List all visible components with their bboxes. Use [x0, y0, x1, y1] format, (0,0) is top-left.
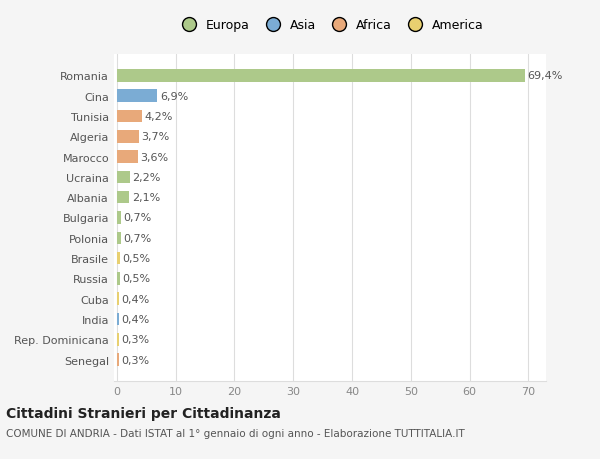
Text: 0,5%: 0,5% — [122, 253, 151, 263]
Bar — [117, 171, 130, 184]
Text: 3,6%: 3,6% — [140, 152, 169, 162]
Bar — [117, 313, 119, 325]
Bar — [117, 111, 142, 123]
Bar — [117, 191, 129, 204]
Bar — [117, 212, 121, 224]
Bar — [117, 151, 138, 163]
Text: Cittadini Stranieri per Cittadinanza: Cittadini Stranieri per Cittadinanza — [6, 406, 281, 420]
Text: 0,4%: 0,4% — [122, 314, 150, 325]
Bar — [117, 333, 119, 346]
Text: 0,3%: 0,3% — [121, 335, 149, 345]
Bar — [117, 353, 119, 366]
Text: 69,4%: 69,4% — [527, 71, 563, 81]
Legend: Europa, Asia, Africa, America: Europa, Asia, Africa, America — [176, 19, 484, 32]
Text: 0,7%: 0,7% — [124, 233, 152, 243]
Bar — [117, 273, 120, 285]
Text: 4,2%: 4,2% — [144, 112, 172, 122]
Bar — [117, 252, 120, 265]
Text: 2,2%: 2,2% — [132, 173, 161, 183]
Bar — [117, 293, 119, 305]
Bar — [117, 90, 157, 103]
Text: 2,1%: 2,1% — [131, 193, 160, 203]
Bar — [117, 232, 121, 245]
Text: 0,4%: 0,4% — [122, 294, 150, 304]
Text: 3,7%: 3,7% — [141, 132, 169, 142]
Text: COMUNE DI ANDRIA - Dati ISTAT al 1° gennaio di ogni anno - Elaborazione TUTTITAL: COMUNE DI ANDRIA - Dati ISTAT al 1° genn… — [6, 428, 465, 438]
Bar — [117, 70, 525, 83]
Bar — [117, 131, 139, 143]
Text: 0,7%: 0,7% — [124, 213, 152, 223]
Text: 0,5%: 0,5% — [122, 274, 151, 284]
Text: 0,3%: 0,3% — [121, 355, 149, 365]
Text: 6,9%: 6,9% — [160, 91, 188, 101]
